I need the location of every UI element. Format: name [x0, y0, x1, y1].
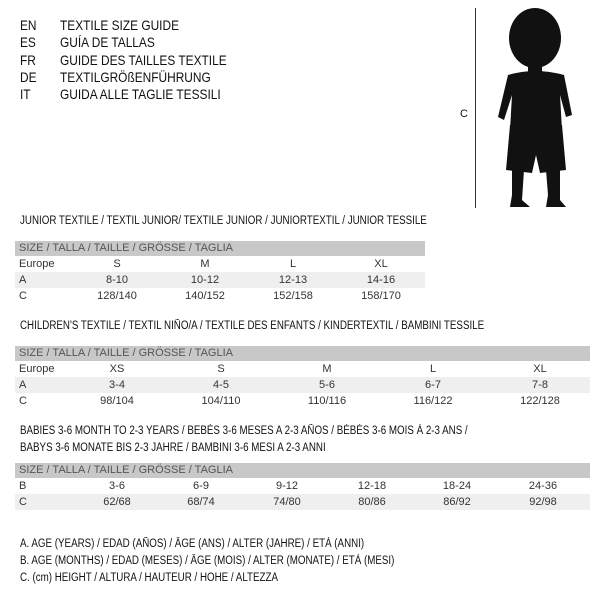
- language-code: ES: [20, 34, 36, 51]
- table-row: C 98/104 104/110 110/116 116/122 122/128: [15, 393, 590, 409]
- language-title: GUIDE DES TAILLES TEXTILE: [60, 51, 227, 68]
- child-silhouette-icon: [498, 8, 572, 207]
- language-code: EN: [20, 17, 37, 33]
- babies-title-line1: BABIES 3-6 MONTH TO 2-3 YEARS / BEBÉS 3-…: [20, 425, 468, 437]
- table-cell: 14-16: [366, 274, 396, 286]
- size-header-text: SIZE / TALLA / TAILLE / GRÖSSE / TAGLIA: [19, 464, 233, 476]
- children-title: CHILDREN'S TEXTILE / TEXTIL NIÑO/A / TEX…: [20, 320, 485, 332]
- row-label: C: [19, 290, 27, 302]
- size-header-text: SIZE / TALLA / TAILLE / GRÖSSE / TAGLIA: [19, 242, 233, 254]
- size-header-bar: SIZE / TALLA / TAILLE / GRÖSSE / TAGLIA: [15, 241, 425, 256]
- children-size-table: SIZE / TALLA / TAILLE / GRÖSSE / TAGLIA E…: [15, 346, 590, 409]
- table-cell: XS: [109, 363, 125, 375]
- legend-item: A. AGE (YEARS) / EDAD (AÑOS) / ÂGE (ANS)…: [20, 538, 365, 550]
- table-cell: XL: [533, 363, 547, 375]
- table-cell: 104/110: [201, 395, 241, 407]
- table-cell: L: [429, 363, 437, 375]
- table-cell: 9-12: [275, 480, 299, 492]
- babies-size-table: SIZE / TALLA / TAILLE / GRÖSSE / TAGLIA B…: [15, 463, 590, 510]
- table-cell: 12-18: [357, 480, 387, 492]
- language-title: TEXTILGRÖßENFÜHRUNG: [60, 68, 211, 85]
- junior-title: JUNIOR TEXTILE / TEXTIL JUNIOR/ TEXTILE …: [20, 215, 427, 227]
- table-cell: 152/158: [273, 290, 313, 302]
- table-cell: 7-8: [532, 379, 548, 391]
- babies-title-line2: BABYS 3-6 MONATE BIS 2-3 JAHRE / BAMBINI…: [20, 442, 326, 454]
- table-cell: S: [217, 363, 225, 375]
- legend-item: B. AGE (MONTHS) / EDAD (MESES) / ÂGE (MO…: [20, 555, 395, 567]
- table-cell: 158/170: [361, 290, 401, 302]
- row-label: Europe: [19, 363, 55, 375]
- table-cell: M: [200, 258, 210, 270]
- table-row: C 62/68 68/74 74/80 80/86 86/92 92/98: [15, 494, 590, 510]
- table-row: B 3-6 6-9 9-12 12-18 18-24 24-36: [15, 478, 590, 494]
- size-header-bar: SIZE / TALLA / TAILLE / GRÖSSE / TAGLIA: [15, 463, 590, 478]
- table-cell: 3-6: [109, 480, 125, 492]
- table-cell: 98/104: [100, 395, 134, 407]
- table-cell: 116/122: [413, 395, 453, 407]
- table-cell: 140/152: [185, 290, 225, 302]
- table-cell: 122/128: [520, 395, 560, 407]
- row-label: A: [19, 274, 27, 286]
- table-row: A 8-10 10-12 12-13 14-16: [15, 272, 425, 288]
- table-row: C 128/140 140/152 152/158 158/170: [15, 288, 425, 304]
- table-cell: 92/98: [529, 496, 557, 508]
- language-title: TEXTILE SIZE GUIDE: [60, 17, 180, 33]
- size-header-text: SIZE / TALLA / TAILLE / GRÖSSE / TAGLIA: [19, 347, 233, 359]
- row-label: B: [19, 480, 27, 492]
- language-title: GUIDA ALLE TAGLIE TESSILI: [60, 86, 221, 103]
- table-cell: 62/68: [103, 496, 131, 508]
- table-cell: 68/74: [187, 496, 215, 508]
- size-header-bar: SIZE / TALLA / TAILLE / GRÖSSE / TAGLIA: [15, 346, 590, 361]
- table-cell: 3-4: [109, 379, 125, 391]
- table-row: A 3-4 4-5 5-6 6-7 7-8: [15, 377, 590, 393]
- table-cell: XL: [374, 258, 388, 270]
- height-label: C: [460, 108, 468, 120]
- table-cell: M: [322, 363, 332, 375]
- table-cell: 110/116: [307, 395, 347, 407]
- table-cell: 128/140: [97, 290, 137, 302]
- height-line: [475, 8, 476, 208]
- language-code: FR: [20, 51, 36, 68]
- table-cell: 6-9: [193, 480, 209, 492]
- language-title: GUÍA DE TALLAS: [60, 34, 155, 51]
- legend-item: C. (cm) HEIGHT / ALTURA / HAUTEUR / HÖHE…: [20, 572, 278, 584]
- row-label: C: [19, 496, 27, 508]
- table-cell: 8-10: [105, 274, 129, 286]
- row-label: C: [19, 395, 27, 407]
- table-cell: 10-12: [190, 274, 220, 286]
- row-label: Europe: [19, 258, 55, 270]
- row-label: A: [19, 379, 27, 391]
- table-cell: 86/92: [443, 496, 471, 508]
- table-cell: 18-24: [442, 480, 472, 492]
- table-cell: S: [113, 258, 121, 270]
- table-cell: 80/86: [358, 496, 386, 508]
- table-cell: 5-6: [319, 379, 335, 391]
- junior-size-table: SIZE / TALLA / TAILLE / GRÖSSE / TAGLIA E…: [15, 241, 425, 304]
- table-row: Europe S M L XL: [15, 256, 425, 272]
- language-code: IT: [20, 86, 31, 103]
- table-cell: 24-36: [528, 480, 558, 492]
- language-code: DE: [20, 68, 37, 85]
- table-cell: 4-5: [213, 379, 229, 391]
- table-cell: 12-13: [278, 274, 308, 286]
- table-cell: 6-7: [425, 379, 441, 391]
- table-row: Europe XS S M L XL: [15, 361, 590, 377]
- table-cell: 74/80: [273, 496, 301, 508]
- table-cell: L: [289, 258, 297, 270]
